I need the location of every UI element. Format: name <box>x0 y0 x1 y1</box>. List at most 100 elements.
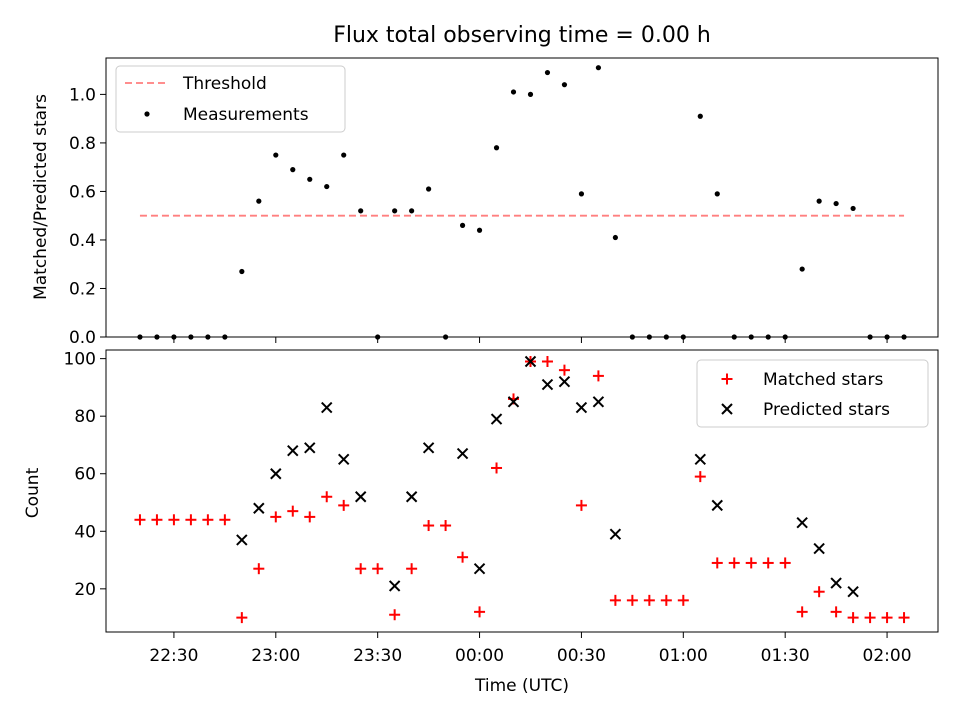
measurement-point <box>697 113 703 119</box>
matched-star-point <box>575 499 587 511</box>
bottom-y-tick-label: 20 <box>74 580 96 600</box>
predicted-star-point <box>270 468 282 480</box>
bottom-legend-box <box>696 359 929 428</box>
bottom-plot-content <box>134 355 910 624</box>
bottom-x-ticks: 22:30 23:00 23:30 00:00 00:30 01:00 01:30 02:00 <box>149 632 912 666</box>
bottom-legend: Matched stars Predicted stars <box>696 359 929 428</box>
measurement-point <box>409 208 415 214</box>
matched-star-point <box>626 594 638 606</box>
legend-measurements-swatch <box>144 111 150 117</box>
matched-star-point <box>202 514 214 526</box>
predicted-star-point <box>490 413 503 425</box>
bottom-y-tick-label: 100 <box>64 350 96 370</box>
measurement-point <box>578 191 585 197</box>
top-y-tick-label: 0.4 <box>69 231 96 251</box>
legend-predicted-label: Predicted stars <box>763 400 890 420</box>
matched-star-point <box>813 586 825 598</box>
matched-star-point <box>881 612 893 624</box>
measurement-point <box>273 152 279 158</box>
legend-threshold-label: Threshold <box>182 74 267 94</box>
top-legend-box <box>115 65 346 133</box>
measurement-point <box>714 191 720 197</box>
top-y-tick-label: 0.6 <box>69 182 96 202</box>
predicted-star-point <box>507 396 520 408</box>
legend-predicted-swatch <box>721 403 733 415</box>
matched-star-point <box>864 612 876 624</box>
predicted-star-point <box>711 499 723 512</box>
measurement-point <box>527 91 534 97</box>
measurement-point <box>561 82 568 88</box>
predicted-star-point <box>422 442 435 454</box>
predicted-star-point <box>354 491 367 503</box>
matched-star-point <box>321 491 333 503</box>
predicted-star-point <box>236 534 248 546</box>
bottom-axes-frame <box>105 349 939 633</box>
legend-measurements-label: Measurements <box>183 105 309 125</box>
matched-star-point <box>898 612 910 624</box>
predicted-star-point <box>541 378 554 391</box>
measurement-point <box>850 205 856 212</box>
matched-star-point <box>762 557 774 569</box>
bottom-y-axis-label: Count <box>23 467 43 518</box>
matched-star-point <box>287 505 299 517</box>
measurement-point <box>324 183 330 190</box>
measurement-point <box>493 145 500 151</box>
matched-star-point <box>660 594 672 606</box>
matched-star-point <box>355 563 367 575</box>
matched-star-point <box>253 563 265 575</box>
matched-star-point <box>541 356 553 368</box>
measurement-point <box>290 167 296 173</box>
measurement-point <box>358 208 364 214</box>
matched-star-point <box>643 594 655 606</box>
predicted-star-point <box>592 396 605 408</box>
matched-star-point <box>457 551 469 563</box>
predicted-star-point <box>847 586 859 598</box>
bottom-x-tick-label: 23:30 <box>353 646 402 666</box>
matched-star-point <box>338 499 350 511</box>
matched-star-point <box>304 511 316 523</box>
bottom-x-axis-label: Time (UTC) <box>474 676 569 696</box>
measurement-point <box>307 176 313 182</box>
matched-star-point <box>592 370 604 382</box>
predicted-star-point <box>338 453 350 466</box>
measurement-point <box>833 200 839 207</box>
bottom-x-tick-label: 02:00 <box>863 646 912 666</box>
predicted-star-point <box>287 445 299 457</box>
bottom-x-tick-label: 01:00 <box>659 646 708 666</box>
matched-star-point <box>406 563 418 575</box>
predicted-star-point <box>575 401 588 414</box>
bottom-y-tick-label: 60 <box>74 465 96 485</box>
predicted-star-point <box>405 491 418 503</box>
bottom-x-tick-label: 22:30 <box>149 646 198 666</box>
top-y-tick-label: 0.8 <box>69 134 96 154</box>
matched-star-point <box>236 612 248 624</box>
bottom-x-tick-label: 00:30 <box>557 646 606 666</box>
matched-star-point <box>168 514 180 526</box>
predicted-star-point <box>321 401 333 414</box>
bottom-y-ticks: 20 40 60 80 100 <box>64 350 106 600</box>
predicted-star-point <box>813 542 825 555</box>
matched-star-point <box>677 594 689 606</box>
matched-star-point <box>440 520 452 532</box>
measurement-point <box>612 234 618 241</box>
bottom-y-tick-label: 80 <box>74 407 96 427</box>
measurement-point <box>459 222 466 228</box>
bottom-x-tick-label: 00:00 <box>455 646 504 666</box>
measurement-point <box>799 266 805 272</box>
top-x-ticks <box>173 337 888 343</box>
top-chart-title: Flux total observing time = 0.00 h <box>333 23 711 48</box>
measurement-point <box>476 227 483 233</box>
predicted-star-point <box>694 453 706 466</box>
matched-star-point <box>219 514 231 526</box>
matched-star-point <box>185 514 197 526</box>
predicted-star-point <box>524 355 537 368</box>
measurement-point <box>595 65 602 71</box>
measurement-point <box>510 89 517 95</box>
measurement-point <box>816 198 822 204</box>
measurement-point <box>392 208 398 214</box>
bottom-y-tick-label: 40 <box>74 522 96 542</box>
matched-star-point <box>694 471 706 483</box>
top-y-tick-label: 0.0 <box>69 328 96 348</box>
